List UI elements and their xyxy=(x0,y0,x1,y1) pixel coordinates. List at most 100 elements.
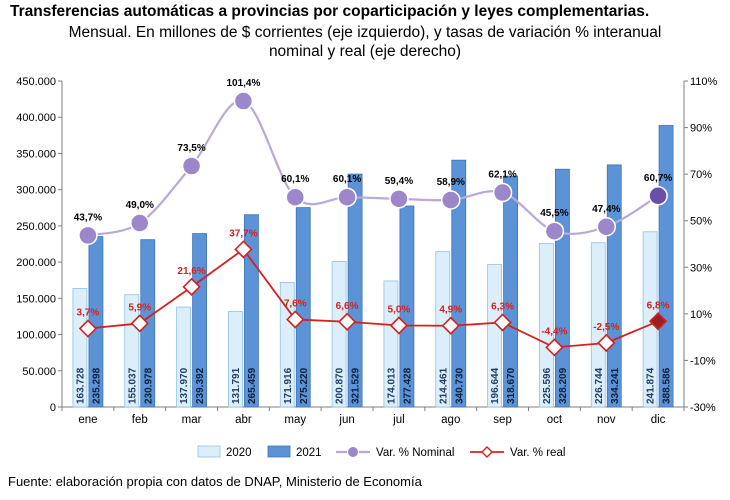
right-tick-label: 50% xyxy=(690,216,712,228)
right-tick-label: -30% xyxy=(690,402,716,414)
real-marker xyxy=(597,333,616,353)
bar-2020-value-label: 196.644 xyxy=(490,367,501,404)
nominal-marker xyxy=(78,225,98,246)
right-tick-label: -10% xyxy=(690,355,716,367)
right-tick-label: 10% xyxy=(690,309,712,321)
nominal-marker xyxy=(130,213,150,233)
bar-2020 xyxy=(487,264,502,408)
nominal-value-label: 59,4% xyxy=(385,176,413,187)
nominal-value-label: 60,1% xyxy=(281,174,309,185)
x-tick-label: oct xyxy=(547,414,563,426)
left-tick-label: 450.000 xyxy=(16,76,56,88)
real-marker xyxy=(130,314,149,333)
bar-2020 xyxy=(590,242,606,408)
real-marker xyxy=(493,313,512,332)
real-value-label: 6,6% xyxy=(336,301,359,312)
nominal-marker xyxy=(233,91,254,111)
left-tick-label: 300.000 xyxy=(16,185,56,197)
nominal-value-label: 49,0% xyxy=(126,200,154,211)
bar-2020-value-label: 226.744 xyxy=(594,367,605,404)
left-tick-label: 250.000 xyxy=(16,221,56,233)
bar-2020-value-label: 225.596 xyxy=(542,367,553,404)
right-tick-label: 110% xyxy=(690,76,718,88)
bar-2021 xyxy=(451,159,467,408)
left-tick-label: 400.000 xyxy=(16,112,56,124)
subtitle-line-2: nominal y real (eje derecho) xyxy=(268,43,462,60)
legend-label-nominal: Var. % Nominal xyxy=(376,447,454,459)
real-value-label: 4,9% xyxy=(439,305,462,316)
nominal-marker xyxy=(492,182,513,203)
nominal-value-label: 43,7% xyxy=(74,212,102,223)
bar-2020-value-label: 131.791 xyxy=(231,367,242,404)
real-value-label: 3,7% xyxy=(77,308,100,319)
nominal-line xyxy=(87,99,659,237)
nominal-value-label: 62,1% xyxy=(488,170,516,181)
real-marker xyxy=(389,316,409,335)
right-tick-label: 90% xyxy=(690,123,712,135)
subtitle-line-1: Mensual. En millones de $ corrientes (ej… xyxy=(68,24,662,41)
real-marker xyxy=(234,240,253,259)
real-line xyxy=(87,248,659,349)
bar-2021-value-label: 275.220 xyxy=(299,367,310,404)
nominal-value-label: 60,7% xyxy=(644,173,672,184)
bar-2020 xyxy=(331,261,347,408)
left-tick-label: 50.000 xyxy=(22,366,56,378)
bar-2021 xyxy=(658,125,674,408)
real-marker xyxy=(182,277,201,296)
bar-2021-value-label: 321.529 xyxy=(351,367,362,404)
real-value-label: 6,8% xyxy=(647,300,670,311)
bar-2021-value-label: 340.730 xyxy=(454,367,465,404)
bar-2020-value-label: 163.728 xyxy=(75,367,86,404)
bar-2021 xyxy=(347,173,363,408)
source-note: Fuente: elaboración propia con datos de … xyxy=(8,474,422,489)
real-value-label: 37,7% xyxy=(229,228,257,239)
chart-title: Transferencias automáticas a provincias … xyxy=(10,3,650,20)
right-tick-label: 70% xyxy=(690,169,712,181)
x-tick-label: dic xyxy=(651,414,666,426)
nominal-value-label: 58,9% xyxy=(437,177,465,188)
x-tick-label: sep xyxy=(493,414,512,426)
nominal-marker xyxy=(544,221,565,241)
nominal-marker xyxy=(285,187,305,207)
real-marker xyxy=(545,338,564,357)
nominal-value-label: 45,5% xyxy=(540,208,568,219)
x-tick-label: feb xyxy=(132,414,148,426)
real-marker xyxy=(648,312,668,331)
real-value-label: 5,9% xyxy=(128,302,151,313)
real-marker xyxy=(337,312,357,331)
x-tick-label: mar xyxy=(182,414,202,426)
x-tick-label: may xyxy=(284,414,306,426)
nominal-value-label: 101,4% xyxy=(226,78,260,89)
x-tick-label: ago xyxy=(441,414,460,426)
bar-2021-value-label: 328.209 xyxy=(558,367,569,404)
bar-2020 xyxy=(539,243,554,408)
bar-2020-value-label: 214.461 xyxy=(438,367,449,404)
nominal-marker xyxy=(648,186,668,206)
legend-marker-nominal xyxy=(347,446,359,458)
bar-2021-value-label: 265.459 xyxy=(247,367,258,404)
bar-2021-value-label: 318.670 xyxy=(506,367,517,404)
x-tick-label: nov xyxy=(597,414,616,426)
legend-swatch-2021 xyxy=(267,445,291,458)
bar-2021-value-label: 277.428 xyxy=(402,367,413,404)
nominal-marker xyxy=(389,189,409,209)
bar-2021-value-label: 388.586 xyxy=(662,367,673,404)
chart-subtitle: Mensual. En millones de $ corrientes (ej… xyxy=(0,23,730,61)
legend-swatch-2020 xyxy=(197,445,221,458)
real-marker xyxy=(441,316,460,335)
bar-2021 xyxy=(192,233,207,408)
x-tick-label: jul xyxy=(392,414,405,426)
real-value-label: -2,5% xyxy=(593,322,619,333)
bar-2020-value-label: 200.870 xyxy=(335,367,346,404)
bar-2021-value-label: 334.241 xyxy=(610,367,621,404)
bar-2021 xyxy=(295,207,311,408)
left-tick-label: 350.000 xyxy=(16,148,56,160)
x-tick-label: ene xyxy=(78,414,97,426)
x-tick-label: jun xyxy=(338,414,354,426)
real-value-label: 7,6% xyxy=(284,298,307,309)
bar-2021 xyxy=(244,214,259,408)
x-tick-label: abr xyxy=(235,414,252,426)
bar-2020 xyxy=(383,280,399,408)
bar-2020 xyxy=(72,287,88,408)
bar-2020 xyxy=(176,306,191,408)
